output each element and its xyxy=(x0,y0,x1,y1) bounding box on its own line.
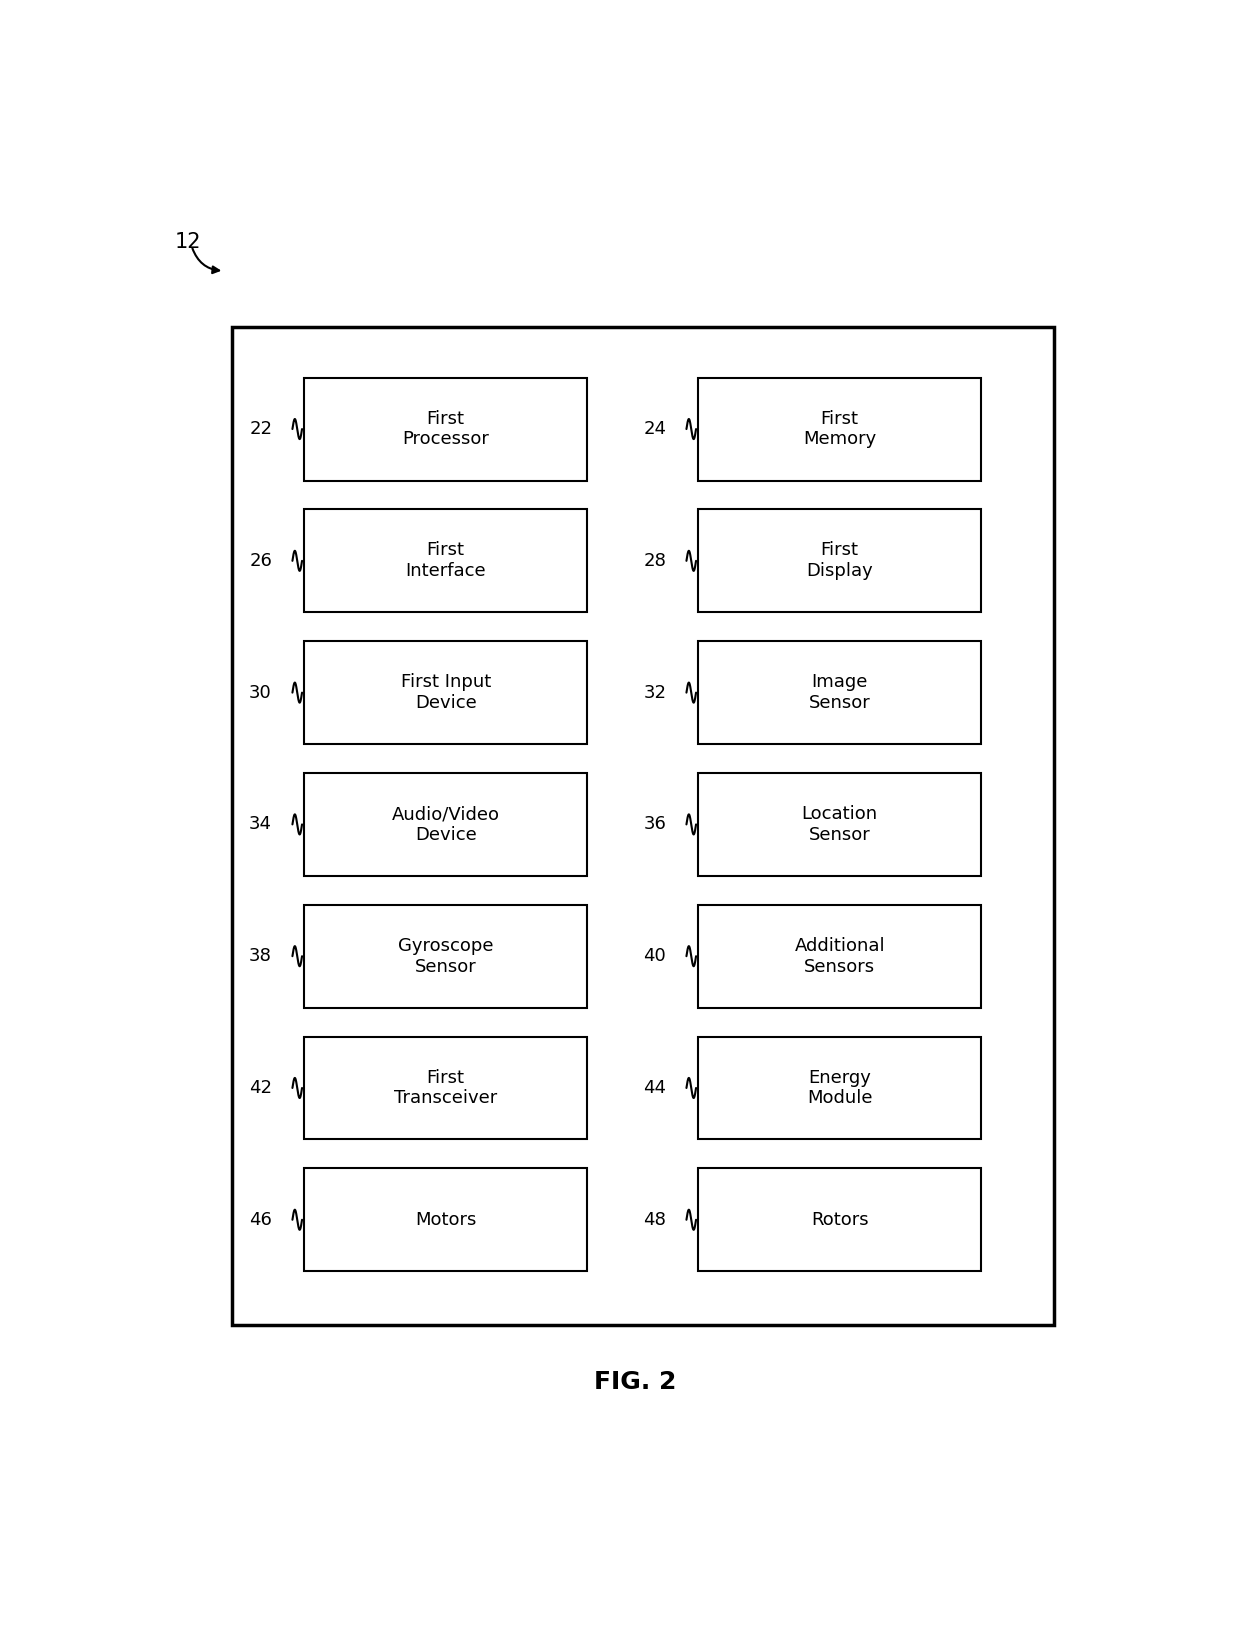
Text: 26: 26 xyxy=(249,553,272,570)
Text: 24: 24 xyxy=(644,421,666,438)
Bar xyxy=(698,641,981,743)
Text: 22: 22 xyxy=(249,421,272,438)
Bar xyxy=(304,1169,588,1271)
Text: 34: 34 xyxy=(249,815,272,833)
Bar xyxy=(698,509,981,613)
Bar xyxy=(698,1169,981,1271)
Text: 48: 48 xyxy=(644,1211,666,1229)
Bar xyxy=(698,378,981,481)
Bar xyxy=(698,773,981,875)
Bar xyxy=(304,905,588,1007)
Text: 38: 38 xyxy=(249,947,272,965)
Text: 32: 32 xyxy=(644,683,666,701)
Bar xyxy=(304,509,588,613)
Bar xyxy=(698,905,981,1007)
Bar xyxy=(304,1037,588,1139)
Bar xyxy=(304,641,588,743)
Text: 30: 30 xyxy=(249,683,272,701)
Text: First
Display: First Display xyxy=(806,541,873,580)
Bar xyxy=(232,328,1054,1325)
Text: FIG. 2: FIG. 2 xyxy=(594,1369,677,1394)
Text: 12: 12 xyxy=(174,231,201,253)
Text: Additional
Sensors: Additional Sensors xyxy=(795,937,885,976)
Text: 40: 40 xyxy=(644,947,666,965)
Text: Image
Sensor: Image Sensor xyxy=(808,673,870,712)
Bar xyxy=(304,378,588,481)
Text: First
Transceiver: First Transceiver xyxy=(394,1069,497,1107)
Text: 46: 46 xyxy=(249,1211,272,1229)
Text: Location
Sensor: Location Sensor xyxy=(801,805,878,844)
Text: First
Processor: First Processor xyxy=(402,409,489,448)
Text: Energy
Module: Energy Module xyxy=(807,1069,873,1107)
Text: Gyroscope
Sensor: Gyroscope Sensor xyxy=(398,937,494,976)
Text: Audio/Video
Device: Audio/Video Device xyxy=(392,805,500,844)
Text: First
Interface: First Interface xyxy=(405,541,486,580)
Bar xyxy=(698,1037,981,1139)
Text: 36: 36 xyxy=(644,815,666,833)
Text: First
Memory: First Memory xyxy=(804,409,877,448)
Text: 42: 42 xyxy=(249,1079,272,1097)
Text: Rotors: Rotors xyxy=(811,1211,868,1229)
Text: First Input
Device: First Input Device xyxy=(401,673,491,712)
Text: 28: 28 xyxy=(644,553,666,570)
Text: 44: 44 xyxy=(644,1079,666,1097)
Text: Motors: Motors xyxy=(415,1211,476,1229)
Bar xyxy=(304,773,588,875)
